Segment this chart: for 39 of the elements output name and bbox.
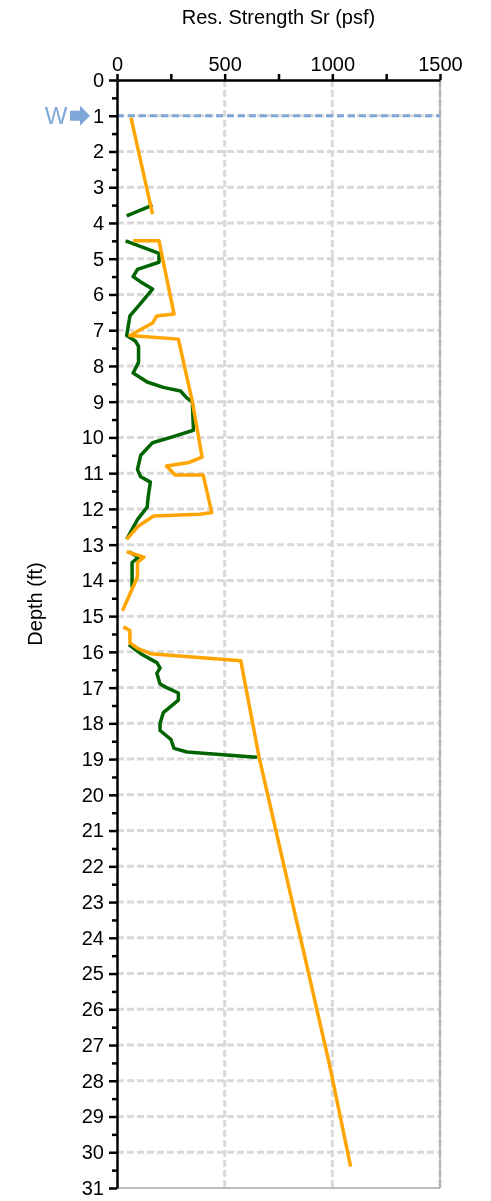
x-tick-label: 500: [208, 53, 242, 75]
y-tick-label: 0: [92, 68, 104, 91]
y-tick-label: 26: [81, 998, 104, 1021]
y-tick-label: 20: [81, 783, 104, 806]
y-tick-label: 24: [81, 926, 104, 949]
y-tick-label: 8: [92, 354, 104, 377]
y-tick-label: 31: [81, 1176, 104, 1199]
y-tick-label: 1: [92, 104, 104, 127]
y-tick-label: 15: [81, 605, 104, 628]
y-tick-label: 6: [92, 283, 104, 306]
y-tick-label: 16: [81, 640, 104, 663]
y-tick-label: 5: [92, 247, 104, 270]
ref-line-label: W: [44, 101, 68, 129]
y-tick-label: 22: [81, 855, 104, 878]
y-tick-label: 28: [81, 1069, 104, 1092]
y-tick-label: 4: [92, 211, 104, 234]
y-tick-label: 10: [81, 426, 104, 449]
x-tick-label: 1500: [418, 53, 463, 75]
y-tick-label: 13: [81, 533, 104, 556]
y-tick-label: 23: [81, 890, 104, 913]
y-tick-label: 14: [81, 569, 104, 592]
y-axis-title: Depth (ft): [24, 562, 46, 646]
y-tick-label: 7: [92, 319, 104, 342]
y-tick-label: 25: [81, 962, 104, 985]
y-tick-label: 12: [81, 497, 104, 520]
y-tick-label: 27: [81, 1033, 104, 1056]
y-tick-label: 9: [92, 390, 104, 413]
y-tick-label: 19: [81, 748, 104, 770]
y-tick-label: 30: [81, 1141, 104, 1164]
x-axis-title: Res. Strength Sr (psf): [181, 6, 376, 28]
y-tick-label: 18: [81, 712, 104, 735]
y-tick-label: 3: [92, 176, 104, 199]
y-tick-label: 11: [83, 462, 104, 485]
y-tick-label: 21: [81, 819, 104, 842]
y-tick-label: 29: [81, 1105, 104, 1128]
y-tick-label: 17: [81, 676, 104, 699]
x-tick-label: 0: [111, 53, 124, 75]
y-tick-label: 2: [92, 140, 104, 163]
x-tick-label: 1000: [310, 53, 356, 75]
